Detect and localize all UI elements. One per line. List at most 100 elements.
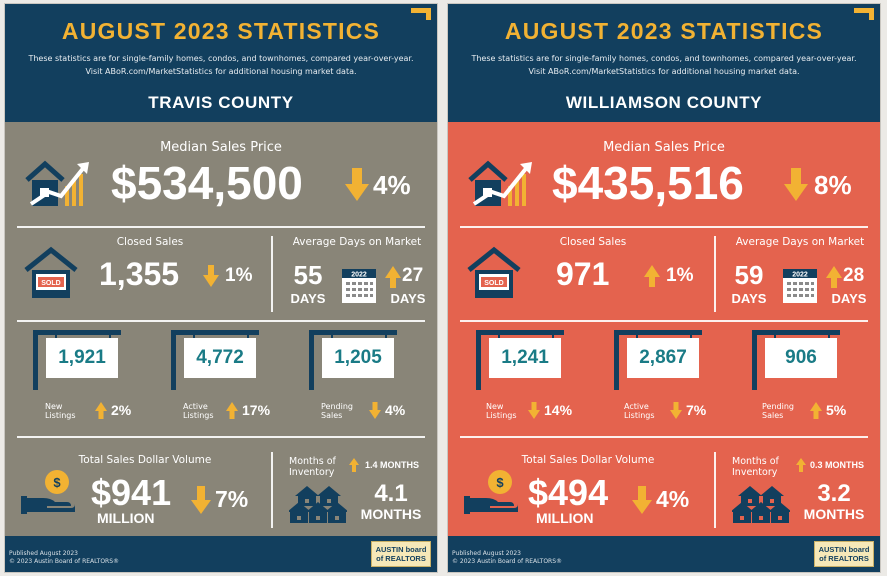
house-chart-icon: [468, 160, 532, 206]
pending-sales-label: Pending Sales: [762, 402, 794, 420]
calendar-icon: 2022: [342, 269, 376, 303]
volume-value: $941: [91, 472, 172, 513]
new-listings-label: New Listings: [486, 402, 517, 420]
svg-text:SOLD: SOLD: [484, 280, 503, 287]
sold-house-icon: SOLD: [24, 246, 78, 298]
active-listings-value: 4,772: [184, 338, 256, 378]
volume-unit: MILLION: [536, 510, 594, 526]
up-arrow-icon: [796, 458, 806, 472]
up-arrow-icon: [644, 265, 660, 287]
up-arrow-icon: [226, 402, 238, 419]
volume-unit: MILLION: [97, 510, 155, 526]
moi-change: 0.3 MONTHS: [810, 460, 865, 470]
days-on-market-value: 55: [293, 260, 323, 290]
divider: [714, 236, 716, 312]
pending-sales-change: 4%: [385, 402, 406, 418]
county-name: TRAVIS COUNTY: [148, 93, 294, 112]
svg-text:$: $: [53, 475, 61, 490]
new-listings-label: New Listings: [45, 402, 76, 420]
panel-footer: Published August 2023 © 2023 Austin Boar…: [448, 536, 880, 572]
panel-header: AUGUST 2023 STATISTICS These statistics …: [5, 4, 437, 122]
panel-title: AUGUST 2023 STATISTICS: [504, 18, 824, 44]
corner-accent-icon: [411, 8, 431, 20]
active-listings-change: 17%: [242, 402, 271, 418]
new-listings-value: 1,921: [46, 338, 118, 378]
sold-house-icon: SOLD: [467, 246, 521, 298]
divider: [17, 226, 425, 228]
subtitle-line-2: Visit ABoR.com/MarketStatistics for addi…: [85, 67, 357, 76]
volume-label: Total Sales Dollar Volume: [521, 454, 655, 466]
divider: [17, 320, 425, 322]
closed-sales-label: Closed Sales: [116, 236, 184, 248]
published-note: Published August 2023 © 2023 Austin Boar…: [452, 550, 563, 565]
new-listings-change: 2%: [111, 402, 132, 418]
abor-logo: AUSTIN board of REALTORS: [371, 541, 431, 567]
moi-value: 3.2: [817, 480, 851, 507]
median-value: $534,500: [111, 157, 303, 209]
closed-sales-change: 1%: [225, 265, 253, 286]
moi-unit: MONTHS: [803, 506, 865, 522]
median-value: $435,516: [552, 157, 744, 209]
up-arrow-icon: [826, 266, 842, 288]
down-arrow-icon: [528, 402, 540, 419]
svg-text:$: $: [496, 475, 504, 490]
active-listings-sign: 4,772: [171, 330, 259, 390]
divider: [271, 452, 273, 528]
moi-value: 4.1: [374, 480, 408, 507]
panel-header: AUGUST 2023 STATISTICS These statistics …: [448, 4, 880, 122]
median-change: 4%: [373, 170, 411, 200]
median-label: Median Sales Price: [160, 140, 282, 155]
panel-title: AUGUST 2023 STATISTICS: [61, 18, 381, 44]
down-arrow-icon: [670, 402, 682, 419]
panel-subtitle: These statistics are for single-family h…: [448, 52, 880, 78]
down-arrow-icon: [369, 402, 381, 419]
up-arrow-icon: [95, 402, 107, 419]
money-hand-icon: $: [464, 470, 518, 514]
abor-logo: AUSTIN board of REALTORS: [814, 541, 874, 567]
panel-footer: Published August 2023 © 2023 Austin Boar…: [5, 536, 437, 572]
pending-sales-sign: 1,205: [309, 330, 397, 390]
svg-text:SOLD: SOLD: [41, 280, 60, 287]
pending-sales-value: 1,205: [322, 338, 394, 378]
corner-accent-icon: [854, 8, 874, 20]
stats-body: Median Sales Price $534,500 4% Closed Sa…: [5, 122, 437, 538]
days-on-market-label: Average Days on Market: [735, 236, 865, 248]
subtitle-line-1: These statistics are for single-family h…: [28, 54, 414, 63]
subtitle-line-2: Visit ABoR.com/MarketStatistics for addi…: [528, 67, 800, 76]
closed-sales-label: Closed Sales: [559, 236, 627, 248]
published-note: Published August 2023 © 2023 Austin Boar…: [9, 550, 120, 565]
median-label: Median Sales Price: [603, 140, 725, 155]
days-on-market-value: 59: [734, 260, 764, 290]
pending-sales-value: 906: [765, 338, 837, 378]
days-change-unit: DAYS: [390, 291, 426, 306]
active-listings-label: Active Listings: [624, 402, 655, 420]
new-listings-change: 14%: [544, 402, 573, 418]
up-arrow-icon: [349, 458, 359, 472]
days-change-value: 27: [402, 265, 424, 286]
new-listings-sign: 1,921: [33, 330, 121, 390]
moi-label: Months of Inventory: [289, 456, 336, 478]
money-hand-icon: $: [21, 470, 75, 514]
house-chart-icon: [25, 160, 89, 206]
divider: [17, 436, 425, 438]
divider: [460, 226, 868, 228]
panel-subtitle: These statistics are for single-family h…: [5, 52, 437, 78]
moi-unit: MONTHS: [360, 506, 422, 522]
closed-sales-value: 971: [556, 256, 610, 292]
calendar-icon: 2022: [783, 269, 817, 303]
divider: [460, 320, 868, 322]
volume-value: $494: [528, 472, 609, 513]
active-listings-label: Active Listings: [183, 402, 214, 420]
active-listings-change: 7%: [686, 402, 707, 418]
stats-body: Median Sales Price $435,516 8% Closed Sa…: [448, 122, 880, 538]
moi-change: 1.4 MONTHS: [365, 460, 420, 470]
active-listings-value: 2,867: [627, 338, 699, 378]
volume-change: 4%: [656, 486, 690, 512]
volume-label: Total Sales Dollar Volume: [78, 454, 212, 466]
new-listings-value: 1,241: [489, 338, 561, 378]
county-name: WILLIAMSON COUNTY: [565, 93, 763, 112]
days-on-market-label: Average Days on Market: [292, 236, 422, 248]
pending-sales-change: 5%: [826, 402, 847, 418]
days-change-unit: DAYS: [831, 291, 867, 306]
closed-sales-value: 1,355: [99, 256, 180, 292]
